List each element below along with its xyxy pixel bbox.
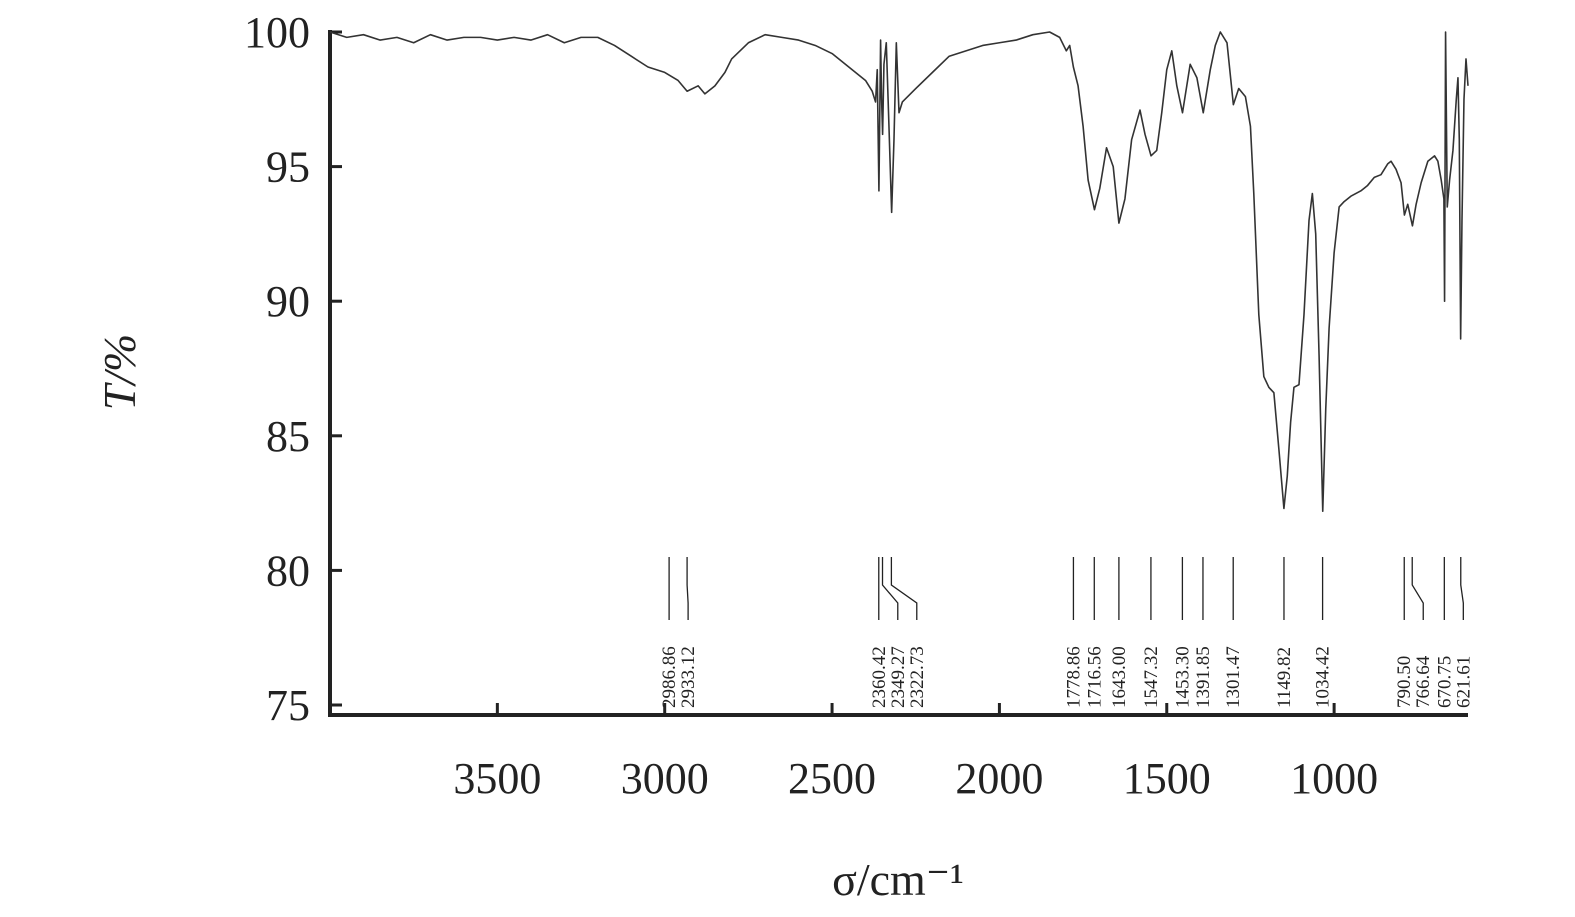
peak-leader [890, 557, 918, 620]
peak-label: 766.64 [1413, 655, 1434, 708]
x-tick-label: 3000 [621, 754, 709, 803]
peak-leader [881, 557, 899, 620]
peak-label: 1778.86 [1063, 646, 1084, 708]
peak-label: 790.50 [1394, 656, 1415, 708]
y-tick-label: 100 [244, 8, 310, 57]
peak-label: 2933.12 [678, 646, 699, 708]
peak-label: 1149.82 [1274, 647, 1295, 708]
y-tick-label: 80 [266, 546, 310, 595]
peak-label: 1643.00 [1109, 646, 1130, 708]
peak-label: 2986.86 [659, 646, 680, 708]
peak-label: 1453.30 [1172, 646, 1193, 708]
peak-label: 2349.27 [888, 646, 909, 708]
y-tick-label: 95 [266, 143, 310, 192]
peak-leader [1411, 557, 1424, 620]
peak-label: 621.61 [1453, 656, 1474, 708]
x-tick-label: 2000 [955, 754, 1043, 803]
peak-label: 2322.73 [907, 646, 928, 708]
x-tick-label: 1000 [1290, 754, 1378, 803]
peak-label: 1716.56 [1084, 646, 1105, 708]
y-tick-label: 85 [266, 412, 310, 461]
peak-leader [1460, 557, 1464, 620]
x-tick-label: 2500 [788, 754, 876, 803]
x-tick-label: 1500 [1123, 754, 1211, 803]
x-axis-label: σ/cm⁻¹ [832, 854, 964, 905]
peak-label: 670.75 [1434, 656, 1455, 708]
y-tick-label: 90 [266, 277, 310, 326]
peak-leader [686, 557, 689, 620]
peak-label: 1391.85 [1193, 646, 1214, 708]
spectrum-line [329, 31, 1469, 512]
y-axis-label: T/% [94, 334, 145, 411]
peak-label: 1301.47 [1223, 646, 1244, 708]
x-tick-label: 3500 [453, 754, 541, 803]
peak-label: 1034.42 [1313, 646, 1334, 708]
peak-label: 2360.42 [869, 646, 890, 708]
y-tick-label: 75 [266, 681, 310, 730]
peak-label: 1547.32 [1141, 646, 1162, 708]
